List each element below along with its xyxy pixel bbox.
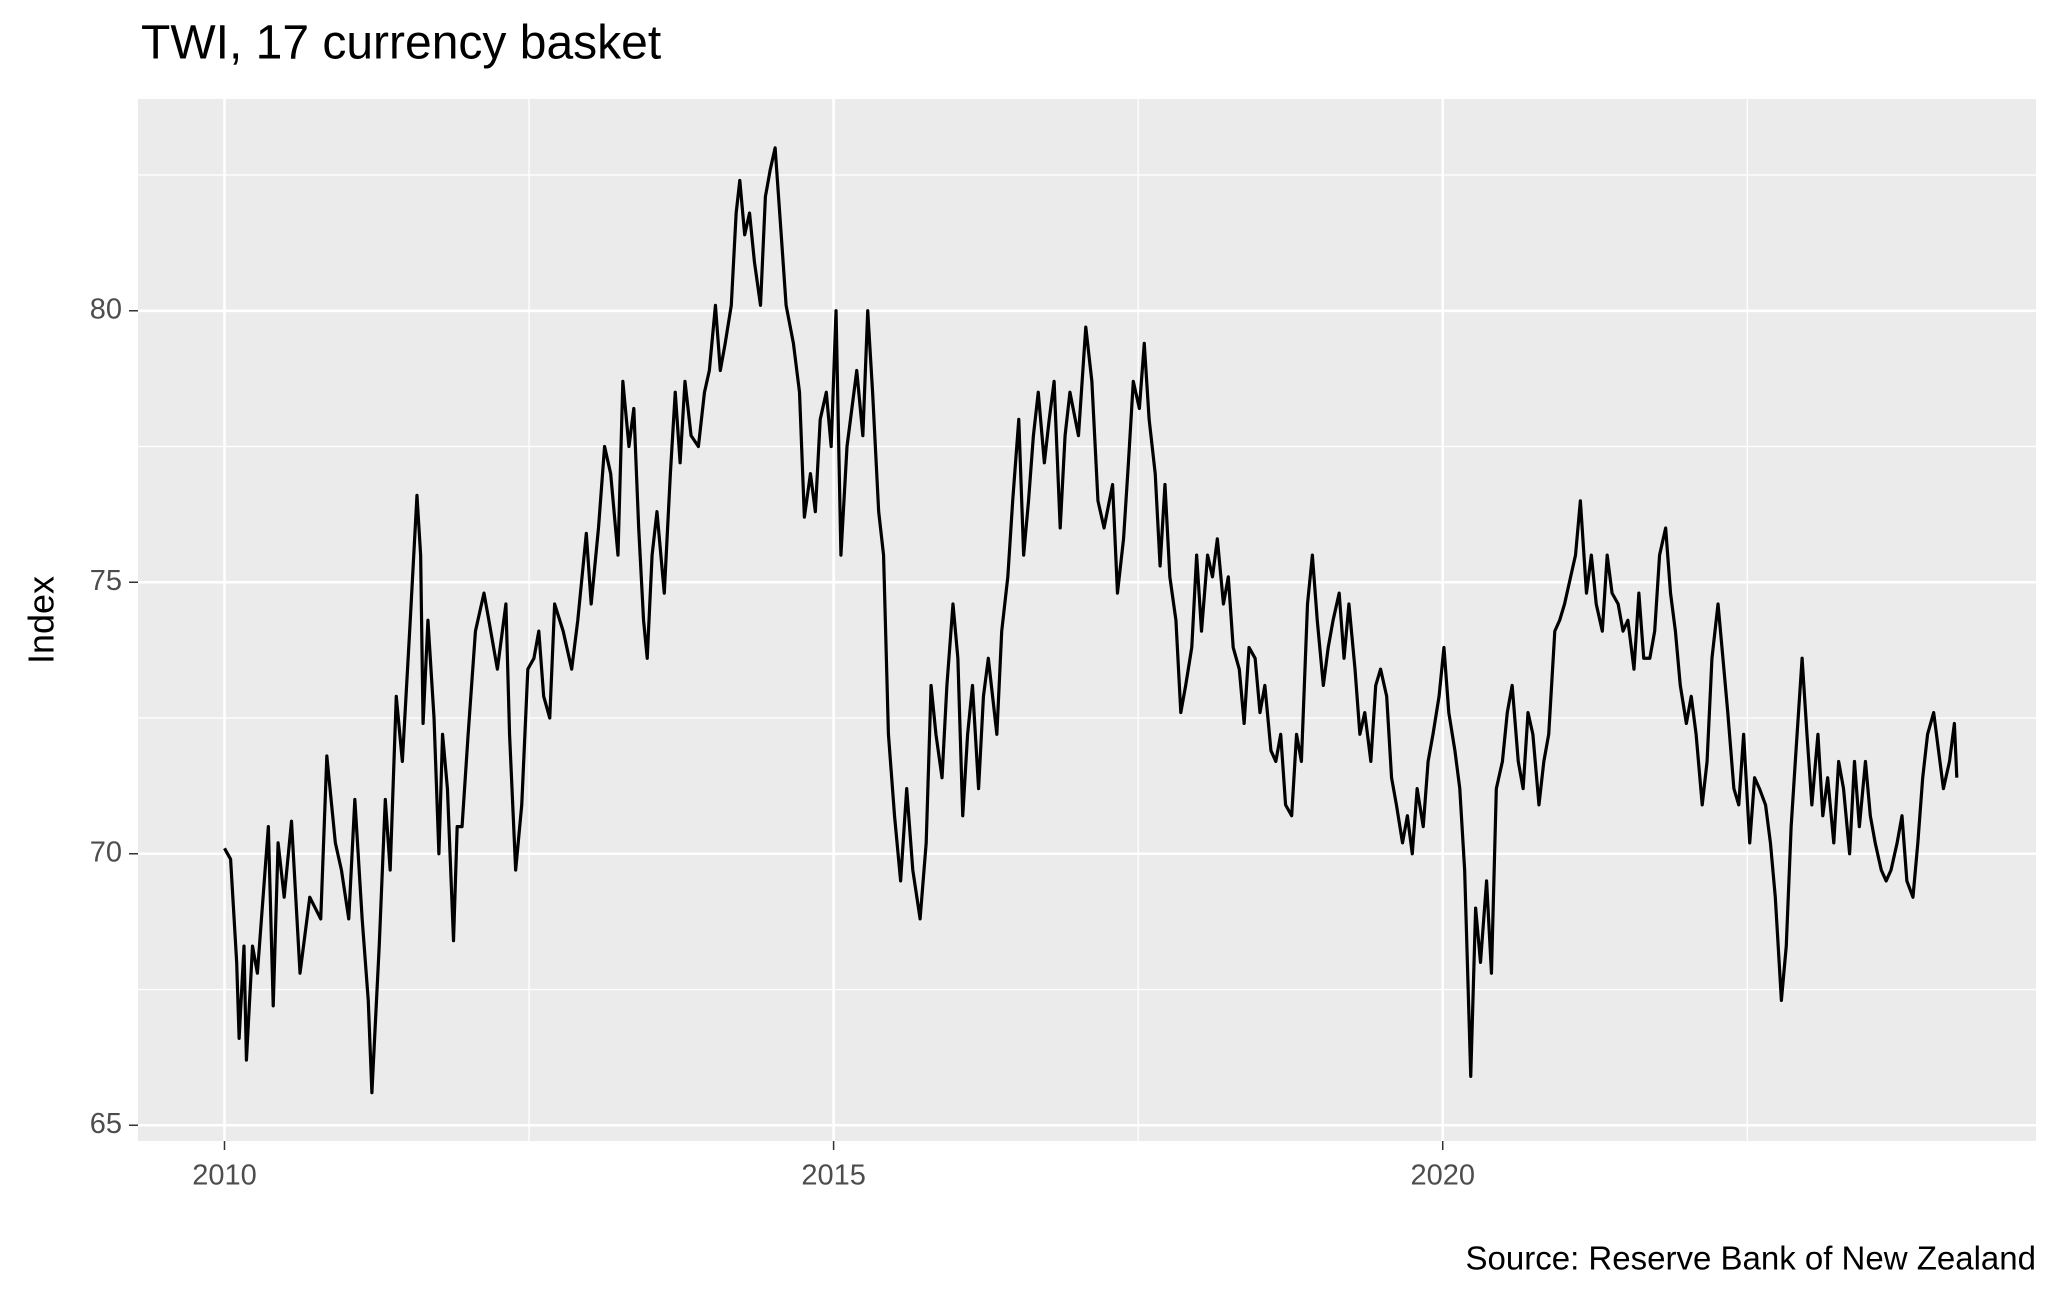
chart-title: TWI, 17 currency basket: [141, 17, 661, 70]
caption: Source: Reserve Bank of New Zealand: [1466, 1240, 2036, 1277]
y-tick-label: 75: [90, 565, 122, 597]
grid: [138, 99, 2036, 1141]
y-tick-label: 65: [90, 1108, 122, 1140]
x-tick-label: 2015: [801, 1160, 866, 1192]
marks: [223, 146, 1959, 1095]
y-tick-label: 70: [90, 836, 122, 868]
y-axis-title: Index: [21, 576, 62, 664]
x-tick-label: 2020: [1410, 1160, 1475, 1192]
y-tick-label: 80: [90, 293, 122, 325]
axes: 2010 2015 2020 65 70 75 80: [90, 293, 1475, 1191]
line: [223, 146, 1959, 1095]
x-tick-label: 2010: [192, 1160, 257, 1192]
